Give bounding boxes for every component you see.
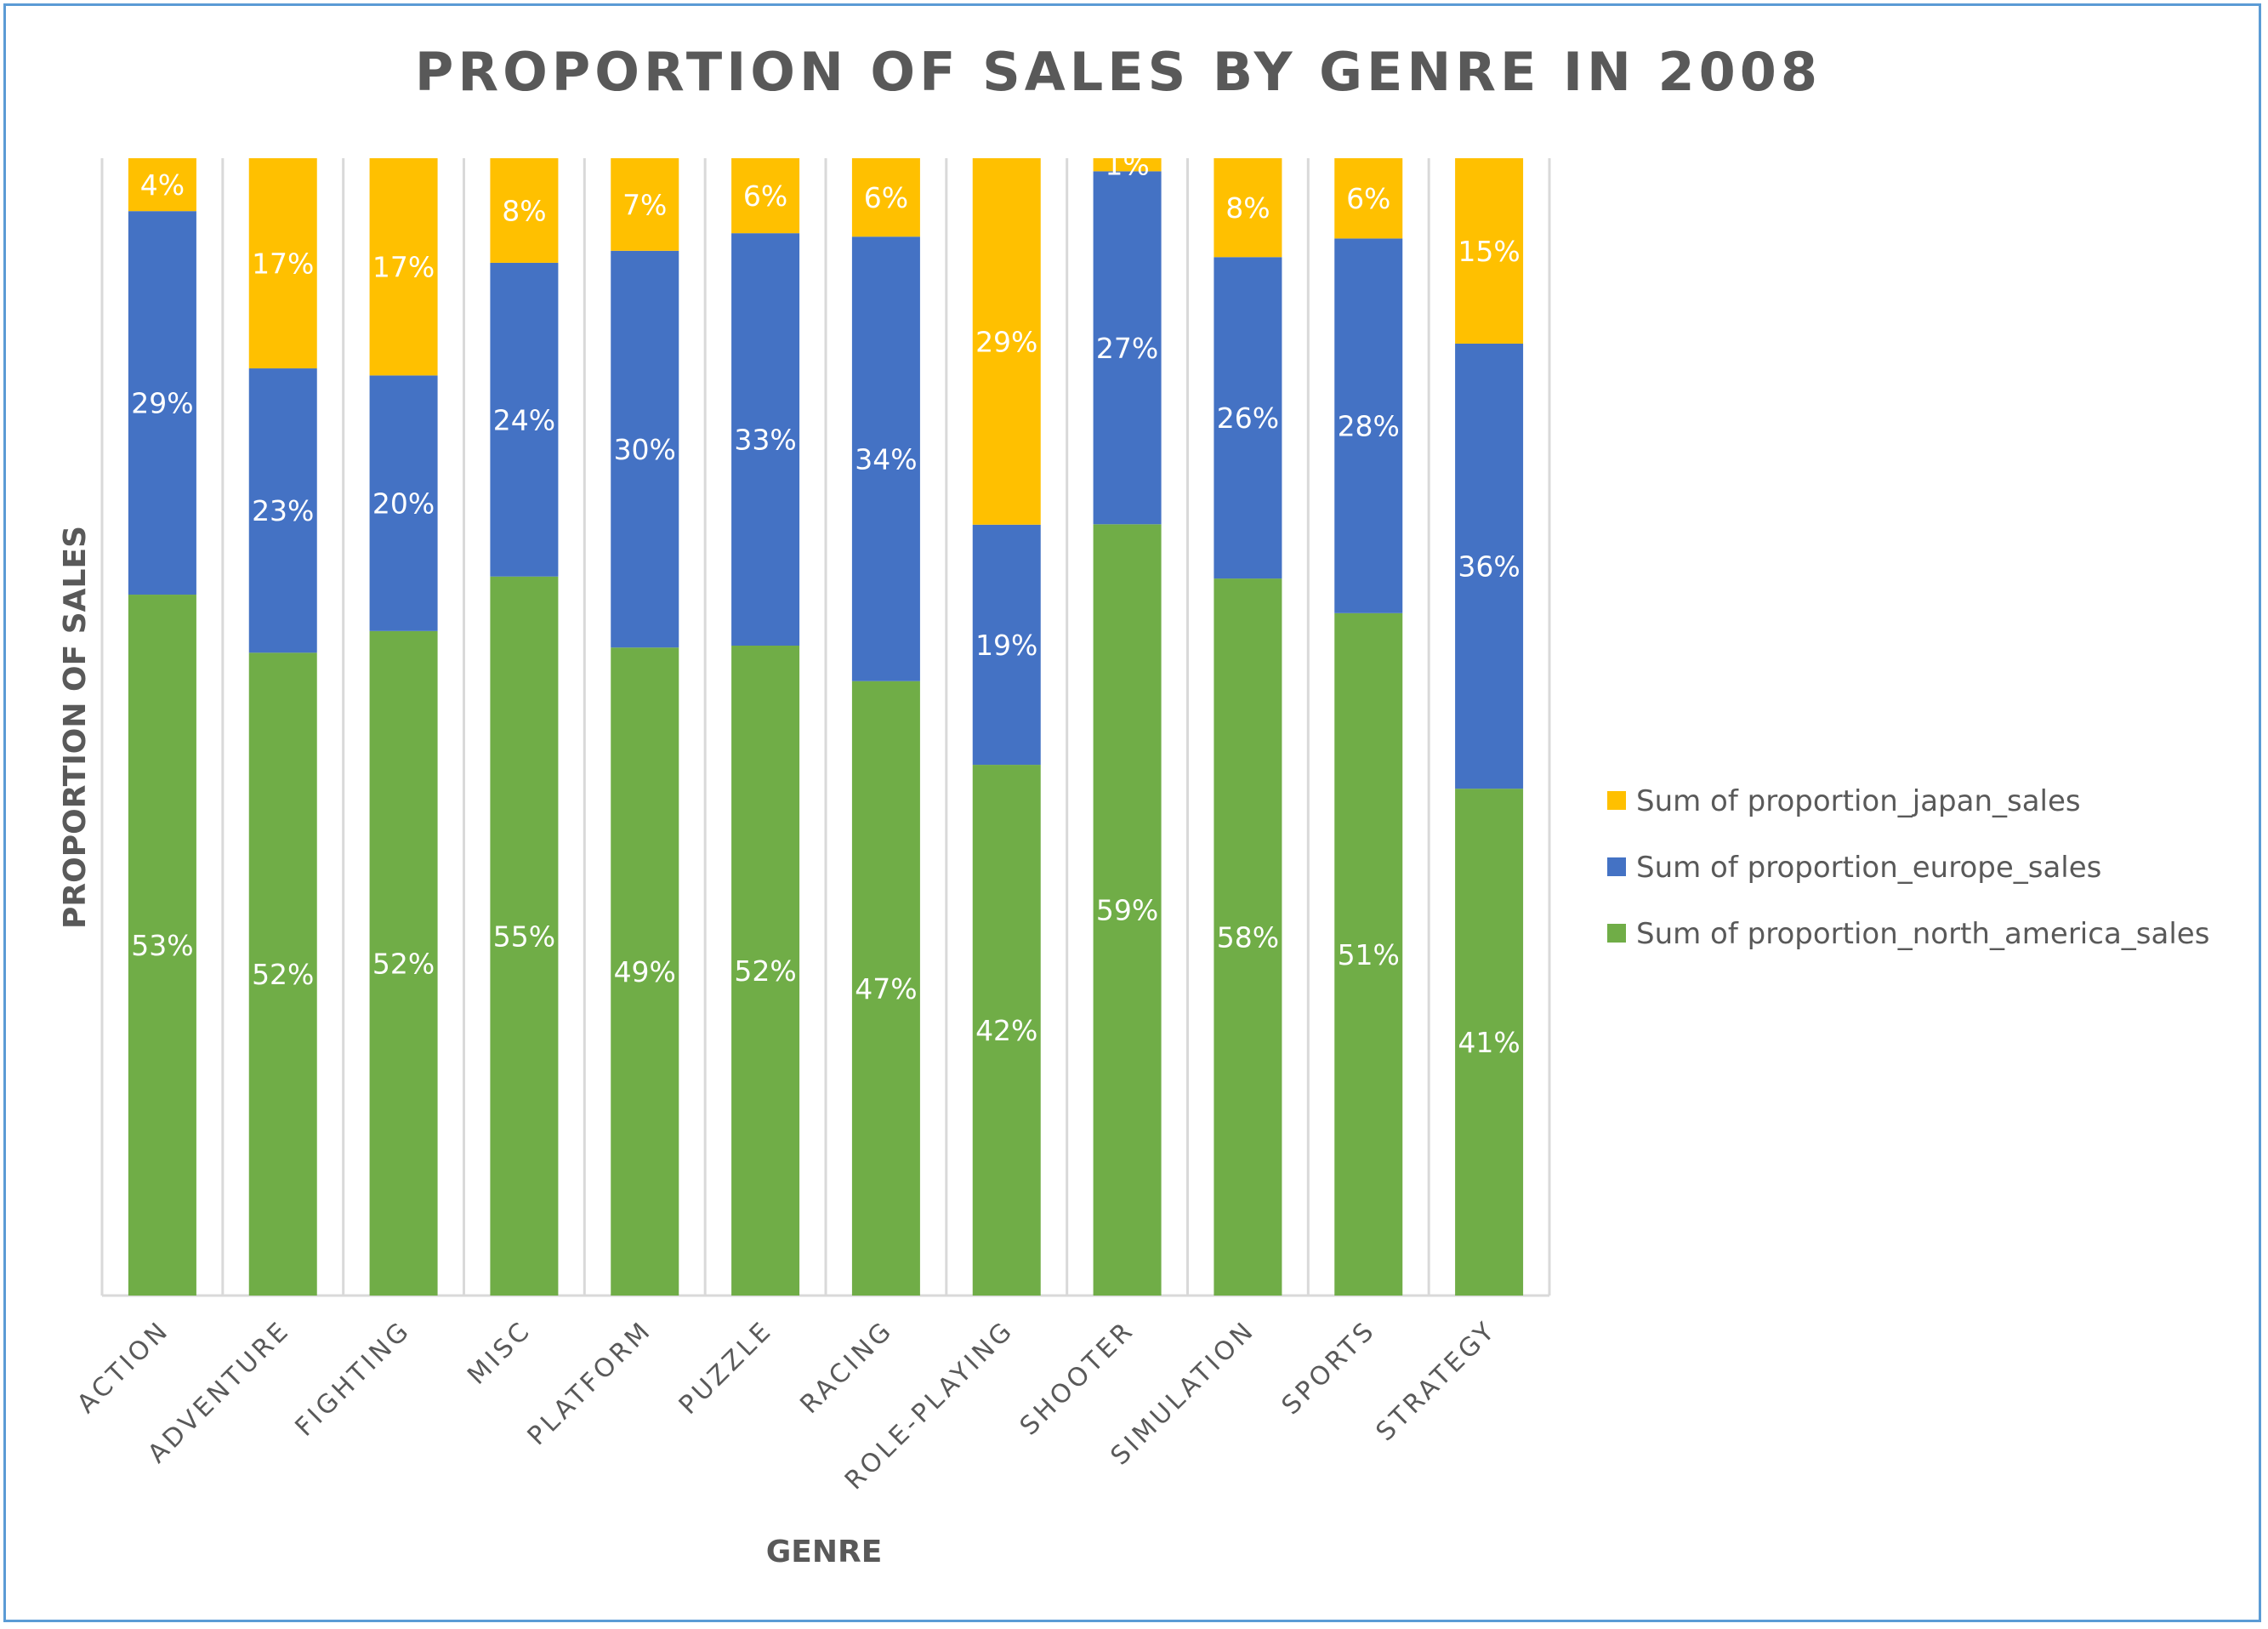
data-label: 6% — [1346, 182, 1390, 215]
bar-segment — [851, 681, 920, 1296]
data-label: 6% — [743, 179, 787, 213]
bar-segment — [490, 262, 559, 577]
bar-segment — [369, 630, 438, 1296]
data-label: 36% — [1458, 550, 1520, 584]
data-label: 51% — [1338, 938, 1400, 971]
data-label: 17% — [252, 248, 314, 281]
legend-label: Sum of proportion_north_america_sales — [1636, 917, 2209, 951]
data-label: 4% — [140, 168, 185, 202]
legend-swatch — [1607, 791, 1626, 810]
x-tick-label-action: ACTION — [71, 1315, 175, 1419]
bar-segment — [611, 250, 679, 648]
data-label: 42% — [975, 1014, 1037, 1047]
data-label: 34% — [855, 442, 917, 476]
bar-segment — [972, 524, 1041, 766]
bar-segment — [1455, 158, 1524, 344]
bar-segment — [248, 652, 317, 1296]
data-label: 59% — [1096, 894, 1158, 927]
data-label: 7% — [622, 188, 667, 221]
x-tick-label-racing: RACING — [794, 1315, 899, 1420]
bar-segment — [611, 158, 679, 251]
data-label: 41% — [1458, 1026, 1520, 1059]
bar-segment — [1214, 578, 1282, 1296]
data-label: 28% — [1338, 410, 1400, 443]
data-label: 17% — [372, 251, 435, 284]
bar-segment — [1455, 789, 1524, 1296]
bar-segment — [1455, 343, 1524, 789]
bar-segment — [1214, 257, 1282, 579]
data-labels: 53% 29% 4% 52% 23% 17% 52% 20% 17% 55% 24% 8% 49% 30%… — [131, 149, 1521, 1059]
data-label: 58% — [1217, 921, 1279, 954]
x-tick-label-fighting: FIGHTING — [289, 1315, 417, 1443]
data-label: 33% — [734, 424, 796, 457]
bar-segment — [1334, 238, 1403, 613]
data-label: 30% — [614, 433, 676, 466]
bar-segment — [731, 158, 800, 234]
data-label: 29% — [975, 325, 1037, 358]
bar-segment — [128, 595, 196, 1296]
data-label: 53% — [131, 929, 193, 962]
data-label: 47% — [855, 972, 917, 1005]
data-label: 19% — [975, 629, 1037, 662]
chart-title: PROPORTION OF SALES BY GENRE IN 2008 — [415, 41, 1822, 103]
data-label: 52% — [252, 958, 314, 991]
bar-segment — [490, 576, 559, 1296]
bar-segment — [1093, 524, 1162, 1296]
x-axis-title: GENRE — [766, 1535, 883, 1569]
data-label: 8% — [502, 194, 546, 227]
bar-segment — [1214, 158, 1282, 258]
bar-segment — [128, 211, 196, 595]
bar-segment — [128, 158, 196, 212]
x-tick-label-shooter: SHOOTER — [1015, 1315, 1140, 1441]
data-label: 20% — [372, 487, 435, 521]
data-label: 6% — [864, 181, 908, 214]
bar-segment — [1093, 171, 1162, 525]
legend-swatch — [1607, 857, 1626, 876]
legend-label: Sum of proportion_europe_sales — [1636, 851, 2101, 885]
bar-segment — [369, 375, 438, 631]
data-label: 23% — [252, 494, 314, 527]
data-label: 49% — [614, 955, 676, 988]
data-label: 27% — [1096, 332, 1158, 365]
bar-segment — [1334, 158, 1403, 239]
bar-segment — [490, 158, 559, 263]
bars — [128, 158, 1524, 1296]
x-tick-label-sports: SPORTS — [1276, 1315, 1382, 1421]
bar-segment — [1093, 158, 1162, 172]
data-label: 52% — [734, 954, 796, 988]
bar-segment — [731, 233, 800, 646]
bar-segment — [972, 158, 1041, 525]
bar-segment — [851, 236, 920, 681]
bar-segment — [1334, 612, 1403, 1296]
y-axis-title: PROPORTION OF SALES — [58, 526, 93, 929]
data-label: 26% — [1217, 402, 1279, 435]
data-label: 29% — [131, 387, 193, 420]
data-label: 8% — [1225, 191, 1270, 225]
bar-segment — [611, 647, 679, 1296]
bar-segment — [731, 646, 800, 1296]
data-label: 24% — [493, 403, 555, 436]
gridlines — [100, 158, 1551, 1297]
bar-segment — [248, 368, 317, 653]
bar-segment — [369, 158, 438, 376]
data-label: 1% — [1105, 149, 1149, 182]
x-tick-label-puzzle: PUZZLE — [674, 1315, 779, 1421]
data-label: 52% — [372, 947, 435, 980]
x-tick-label-platform: PLATFORM — [522, 1315, 658, 1451]
bar-segment — [248, 158, 317, 369]
x-tick-label-misc: MISC — [462, 1315, 537, 1391]
data-label: 15% — [1458, 235, 1520, 268]
legend-swatch — [1607, 924, 1626, 943]
bar-segment — [851, 158, 920, 237]
legend: Sum of proportion_japan_sales Sum of prop… — [1607, 784, 2209, 951]
bar-segment — [972, 765, 1041, 1296]
legend-label: Sum of proportion_japan_sales — [1636, 784, 2081, 818]
x-tick-label-strategy: STRATEGY — [1370, 1315, 1502, 1447]
data-label: 55% — [493, 920, 555, 953]
